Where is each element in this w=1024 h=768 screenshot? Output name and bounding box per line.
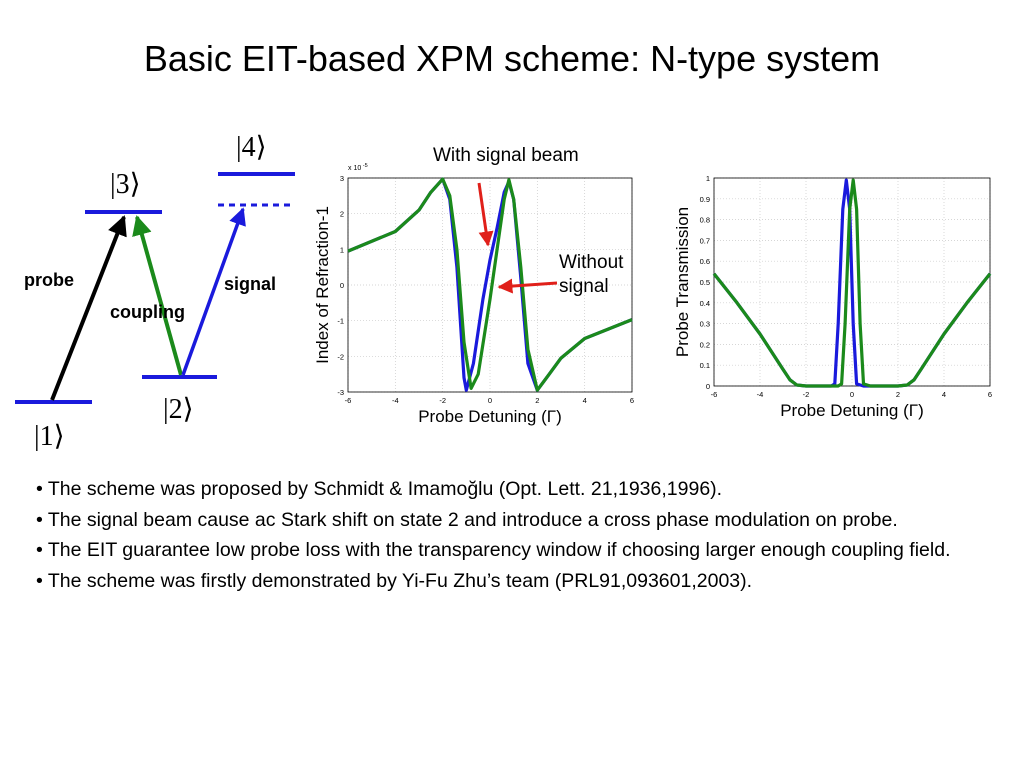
y-tick-label: 0.6 — [700, 257, 710, 266]
probe-label: probe — [24, 270, 74, 290]
y-tick-label: 0.3 — [700, 320, 710, 329]
y-tick-label: 0.4 — [700, 299, 710, 308]
coupling-arrow — [132, 215, 183, 376]
slide-title: Basic EIT-based XPM scheme: N-type syste… — [143, 38, 881, 79]
y-exponent-label: x 10 -5 — [348, 163, 368, 172]
plot-frame — [713, 177, 991, 387]
signal-arrow — [181, 207, 246, 376]
bullet-item: • The EIT guarantee low probe loss with … — [36, 539, 951, 561]
y-tick-label: 0.8 — [700, 216, 710, 225]
y-tick-label: 3 — [340, 174, 344, 183]
y-tick-label: 2 — [340, 210, 344, 219]
x-tick-label: 6 — [630, 396, 634, 405]
without-signal-line1: Without — [559, 252, 624, 273]
y-tick-label: 0 — [706, 382, 710, 391]
bullet-item: • The signal beam cause ac Stark shift o… — [36, 508, 898, 531]
bullet-item: • The scheme was proposed by Schmidt & I… — [36, 478, 723, 500]
bullet-list: • The scheme was proposed by Schmidt & I… — [36, 474, 996, 596]
series-line-1 — [347, 177, 633, 392]
y-tick-label: -1 — [337, 317, 344, 326]
chart-refraction: -6 -4 -2 0 2 4 6 3 2 1 0 -1 -2 -3 Probe Detuning (Γ) In… — [313, 163, 634, 426]
x-tick-label: 2 — [535, 396, 539, 405]
x-tick-label: -4 — [757, 390, 764, 399]
x-axis-label: Probe Detuning (Γ) — [780, 401, 924, 420]
signal-label: signal — [224, 274, 276, 294]
x-tick-label: 4 — [942, 390, 946, 399]
series-line-1 — [712, 178, 992, 388]
without-signal-line2: signal — [559, 276, 609, 297]
y-exponent-value: -5 — [361, 163, 367, 169]
x-tick-label: -6 — [345, 396, 352, 405]
y-tick-label: -2 — [337, 352, 344, 361]
y-tick-label: 0.9 — [700, 195, 710, 204]
probe-arrow — [50, 215, 127, 401]
y-tick-label: 0.5 — [700, 278, 710, 287]
y-axis-label: Index of Refraction-1 — [313, 206, 332, 364]
without-signal-caption: Without signal — [559, 251, 623, 299]
y-tick-label: 0.1 — [700, 361, 710, 370]
level-1-label: |1⟩ — [34, 421, 65, 452]
level-3-label: |3⟩ — [110, 169, 141, 200]
level-diagram: |1⟩ |2⟩ |3⟩ |4⟩ probe coupling signal — [15, 132, 295, 452]
x-tick-label: -2 — [803, 390, 810, 399]
x-tick-label: -6 — [711, 390, 718, 399]
x-tick-label: 2 — [896, 390, 900, 399]
y-tick-label: 0.7 — [700, 236, 710, 245]
bullet-item: • The scheme was firstly demonstrated by… — [36, 569, 753, 592]
y-tick-label: 1 — [340, 245, 344, 254]
y-tick-label: 0 — [340, 281, 344, 290]
x-tick-label: -2 — [439, 396, 446, 405]
x-tick-label: 0 — [488, 396, 492, 405]
x-axis-label: Probe Detuning (Γ) — [418, 407, 562, 426]
level-4-label: |4⟩ — [236, 132, 267, 163]
x-tick-label: 6 — [988, 390, 992, 399]
y-tick-label: 1 — [706, 174, 710, 183]
level-2-label: |2⟩ — [163, 394, 194, 425]
y-tick-label: -3 — [337, 388, 344, 397]
plot-frame — [347, 177, 633, 393]
y-axis-label: Probe Transmission — [673, 207, 692, 357]
chart-transmission: -6 -4 -2 0 2 4 6 1 0.9 0.8 0.7 0.6 0.5 0.4 0.3 0.2 0.1 0 P… — [673, 174, 992, 420]
coupling-label: coupling — [110, 302, 185, 322]
x-tick-label: 0 — [850, 390, 854, 399]
y-tick-label: 0.2 — [700, 340, 710, 349]
with-signal-caption: With signal beam — [433, 144, 579, 168]
x-tick-label: 4 — [583, 396, 587, 405]
x-tick-label: -4 — [392, 396, 399, 405]
